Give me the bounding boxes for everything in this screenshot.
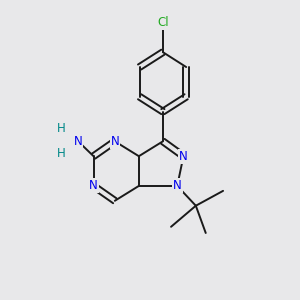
Text: N: N [173, 179, 182, 192]
Text: N: N [179, 150, 188, 163]
Text: H: H [57, 147, 66, 160]
Text: H: H [57, 122, 66, 135]
Text: N: N [89, 179, 98, 192]
Text: N: N [74, 135, 82, 148]
Text: Cl: Cl [157, 16, 169, 29]
Text: N: N [110, 135, 119, 148]
